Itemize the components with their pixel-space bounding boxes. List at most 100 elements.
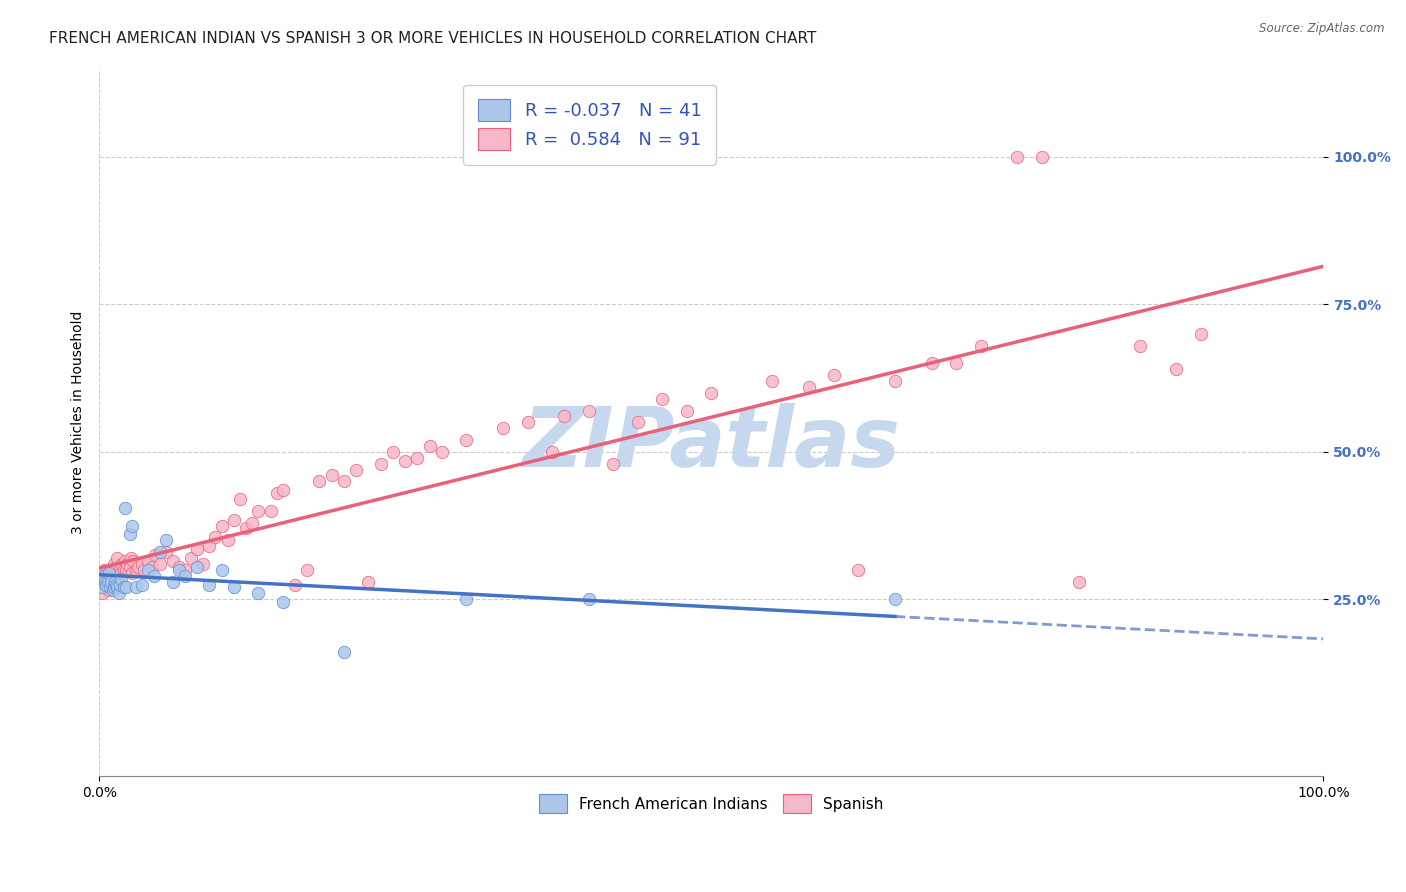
Point	[97, 583, 120, 598]
Point	[823, 368, 845, 383]
Point	[94, 577, 117, 591]
Point	[247, 586, 270, 600]
Point	[1067, 574, 1090, 589]
Point	[118, 559, 141, 574]
Point	[112, 563, 135, 577]
Point	[186, 542, 208, 557]
Point	[108, 577, 131, 591]
Point	[136, 563, 159, 577]
Point	[883, 592, 905, 607]
Point	[492, 421, 515, 435]
Point	[344, 462, 367, 476]
Point	[115, 563, 138, 577]
Point	[193, 557, 215, 571]
Point	[627, 415, 650, 429]
Point	[553, 409, 575, 424]
Point	[125, 563, 148, 577]
Point	[97, 574, 120, 589]
Point	[394, 453, 416, 467]
Point	[118, 527, 141, 541]
Point	[406, 450, 429, 465]
Point	[121, 518, 143, 533]
Point	[96, 566, 118, 580]
Point	[651, 392, 673, 406]
Text: ZIPatlas: ZIPatlas	[522, 403, 900, 484]
Point	[846, 563, 869, 577]
Point	[259, 504, 281, 518]
Point	[1189, 326, 1212, 341]
Point	[162, 574, 184, 589]
Point	[456, 592, 478, 607]
Point	[247, 504, 270, 518]
Point	[98, 568, 121, 582]
Point	[91, 572, 114, 586]
Point	[1129, 339, 1152, 353]
Point	[107, 581, 129, 595]
Point	[103, 557, 125, 571]
Point	[110, 566, 132, 580]
Point	[271, 595, 294, 609]
Point	[115, 581, 138, 595]
Point	[149, 545, 172, 559]
Point	[357, 574, 380, 589]
Point	[308, 475, 330, 489]
Point	[1166, 362, 1188, 376]
Point	[111, 557, 134, 571]
Point	[266, 486, 288, 500]
Point	[104, 574, 127, 589]
Point	[167, 563, 190, 577]
Point	[578, 592, 600, 607]
Point	[98, 581, 121, 595]
Point	[217, 533, 239, 548]
Point	[114, 500, 136, 515]
Point	[186, 559, 208, 574]
Point	[105, 577, 128, 591]
Point	[321, 468, 343, 483]
Point	[155, 545, 177, 559]
Text: Source: ZipAtlas.com: Source: ZipAtlas.com	[1260, 22, 1385, 36]
Point	[761, 374, 783, 388]
Point	[284, 577, 307, 591]
Point	[145, 548, 167, 562]
Point	[117, 557, 139, 571]
Point	[222, 581, 245, 595]
Point	[167, 559, 190, 574]
Point	[136, 554, 159, 568]
Point	[104, 574, 127, 589]
Point	[141, 559, 163, 574]
Point	[90, 581, 112, 595]
Point	[700, 385, 723, 400]
Point	[198, 539, 221, 553]
Point	[240, 516, 263, 530]
Point	[103, 581, 125, 595]
Point	[110, 572, 132, 586]
Point	[125, 581, 148, 595]
Point	[921, 356, 943, 370]
Point	[93, 563, 115, 577]
Point	[297, 563, 319, 577]
Point	[173, 568, 195, 582]
Point	[456, 433, 478, 447]
Point	[97, 566, 120, 580]
Legend: French American Indians, Spanish: French American Indians, Spanish	[527, 782, 896, 825]
Point	[204, 530, 226, 544]
Point	[381, 445, 404, 459]
Point	[143, 568, 166, 582]
Point	[107, 586, 129, 600]
Point	[131, 577, 153, 591]
Point	[430, 445, 453, 459]
Point	[101, 563, 124, 577]
Point	[883, 374, 905, 388]
Point	[107, 551, 129, 566]
Point	[222, 513, 245, 527]
Point	[271, 483, 294, 498]
Point	[333, 645, 356, 659]
Point	[97, 581, 120, 595]
Point	[134, 563, 156, 577]
Text: FRENCH AMERICAN INDIAN VS SPANISH 3 OR MORE VEHICLES IN HOUSEHOLD CORRELATION CH: FRENCH AMERICAN INDIAN VS SPANISH 3 OR M…	[49, 31, 817, 46]
Point	[100, 574, 122, 589]
Point	[198, 577, 221, 591]
Point	[578, 403, 600, 417]
Point	[370, 457, 392, 471]
Point	[120, 551, 142, 566]
